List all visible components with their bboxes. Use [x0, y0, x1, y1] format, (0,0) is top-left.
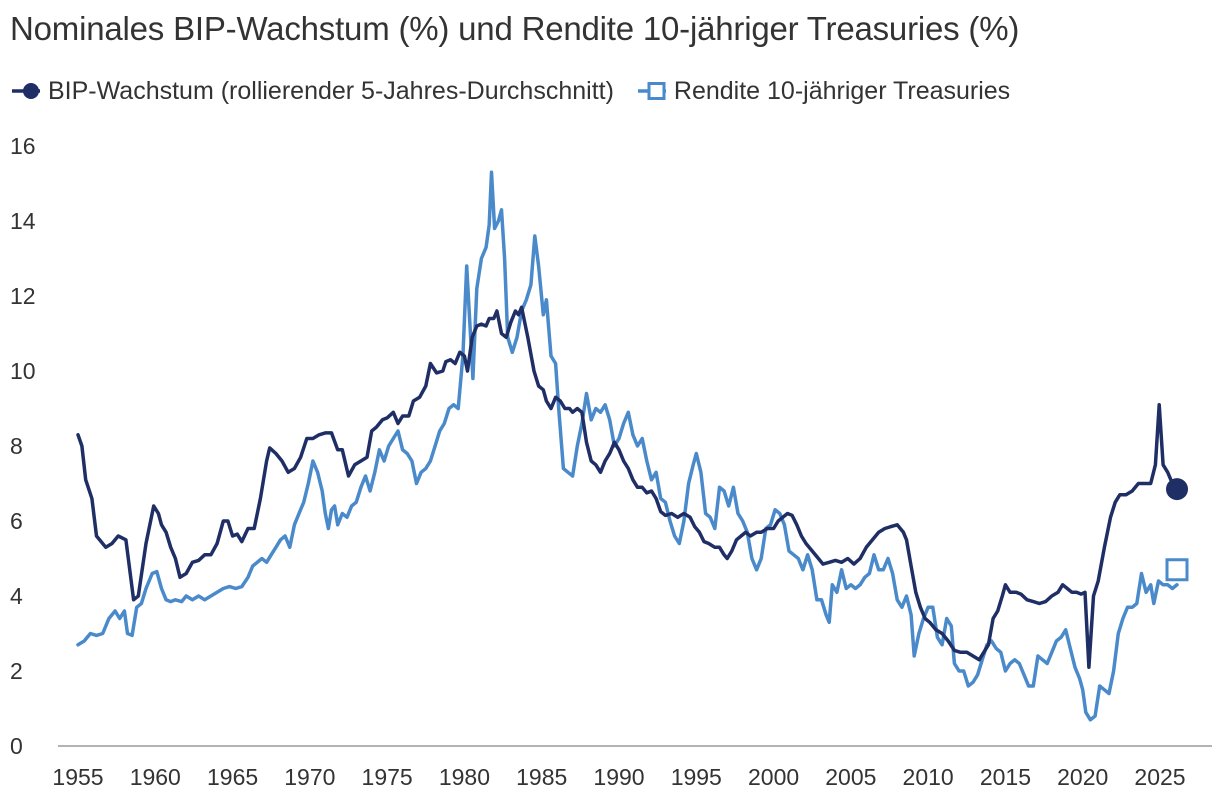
x-tick-label: 2020	[1057, 764, 1108, 790]
y-tick-label: 16	[10, 133, 36, 159]
x-tick-label: 2025	[1134, 764, 1185, 790]
legend-label-treasury: Rendite 10-jähriger Treasuries	[673, 76, 1011, 105]
x-tick-label: 1970	[284, 764, 335, 790]
x-tick-label: 2000	[748, 764, 799, 790]
x-tick-label: 1980	[439, 764, 490, 790]
y-tick-label: 10	[10, 358, 36, 384]
legend-item-treasury: Rendite 10-jähriger Treasuries	[636, 77, 1010, 106]
chart-legend: BIP-Wachstum (rollierender 5-Jahres-Durc…	[10, 74, 1032, 108]
x-tick-label: 2010	[903, 764, 954, 790]
legend-swatch-gdp	[12, 83, 40, 99]
y-tick-label: 6	[10, 508, 23, 534]
end-marker-treasury-yield	[1165, 558, 1189, 582]
legend-item-gdp: BIP-Wachstum (rollierender 5-Jahres-Durc…	[10, 77, 614, 106]
x-tick-label: 1960	[130, 764, 181, 790]
legend-label-gdp: BIP-Wachstum (rollierender 5-Jahres-Durc…	[48, 76, 614, 105]
x-tick-label: 1955	[52, 764, 103, 790]
series-line-gdp-growth	[76, 305, 1179, 670]
y-tick-label: 0	[10, 733, 23, 759]
series-line-treasury-yield	[76, 170, 1179, 722]
y-tick-label: 2	[10, 658, 23, 684]
chart-title: Nominales BIP-Wachstum (%) und Rendite 1…	[10, 10, 1020, 47]
x-tick-label: 2005	[825, 764, 876, 790]
x-tick-label: 1990	[593, 764, 644, 790]
y-tick-label: 12	[10, 283, 36, 309]
x-tick-label: 1975	[362, 764, 413, 790]
x-tick-label: 1985	[516, 764, 567, 790]
end-marker-gdp-growth	[1166, 478, 1189, 501]
y-tick-label: 8	[10, 433, 23, 459]
y-tick-label: 14	[10, 208, 36, 234]
legend-swatch-treasury	[637, 82, 666, 100]
y-tick-label: 4	[10, 583, 23, 609]
x-tick-label: 2015	[980, 764, 1031, 790]
x-tick-label: 1965	[207, 764, 258, 790]
x-tick-label: 1995	[671, 764, 722, 790]
